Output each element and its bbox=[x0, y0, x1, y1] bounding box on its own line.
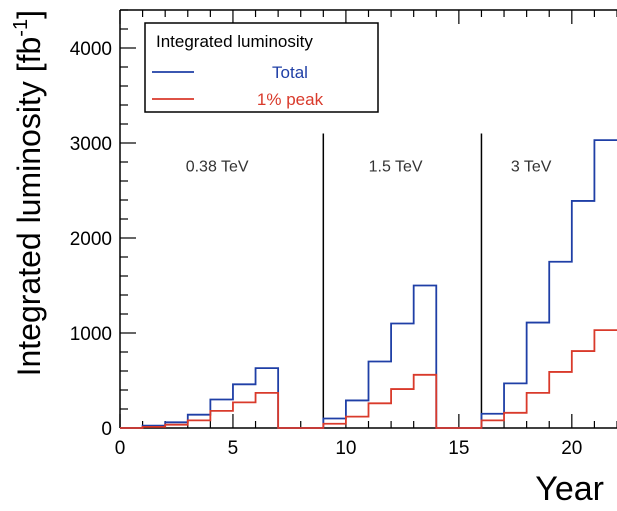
x-tick-label: 0 bbox=[115, 438, 126, 459]
y-tick-label: 2000 bbox=[70, 229, 112, 250]
y-tick-label: 4000 bbox=[70, 39, 112, 60]
series-line-peak bbox=[120, 329, 617, 429]
legend: Integrated luminosity Total 1% peak bbox=[144, 22, 379, 113]
series-lines bbox=[120, 139, 617, 429]
y-axis-title-superscript: -1 bbox=[10, 19, 32, 37]
stage-boundaries bbox=[322, 133, 483, 428]
legend-title: Integrated luminosity bbox=[156, 32, 313, 51]
x-tick-label: 20 bbox=[561, 438, 582, 459]
series-line-total bbox=[120, 139, 617, 429]
legend-label-total: Total bbox=[272, 63, 308, 82]
y-axis-title-main: Integrated luminosity [fb bbox=[11, 37, 47, 377]
x-tick-label: 5 bbox=[228, 438, 239, 459]
y-axis-title: Integrated luminosity [fb-1] bbox=[10, 10, 47, 376]
x-tick-label: 10 bbox=[335, 438, 356, 459]
x-axis-title: Year bbox=[535, 470, 604, 508]
stage-label: 1.5 TeV bbox=[369, 159, 423, 176]
y-tick-label: 0 bbox=[101, 419, 112, 440]
stage-label: 3 TeV bbox=[511, 159, 552, 176]
y-tick-label: 1000 bbox=[70, 324, 112, 345]
axis-tick-labels: 0 5 10 15 20 0 1000 2000 3000 4000 bbox=[70, 39, 583, 459]
legend-label-peak: 1% peak bbox=[257, 90, 324, 109]
stage-labels: 0.38 TeV 1.5 TeV 3 TeV bbox=[186, 159, 552, 176]
x-tick-label: 15 bbox=[448, 438, 469, 459]
y-tick-label: 3000 bbox=[70, 134, 112, 155]
y-axis-title-bracket: ] bbox=[11, 10, 47, 19]
stage-label: 0.38 TeV bbox=[186, 159, 249, 176]
legend-box bbox=[144, 22, 379, 113]
